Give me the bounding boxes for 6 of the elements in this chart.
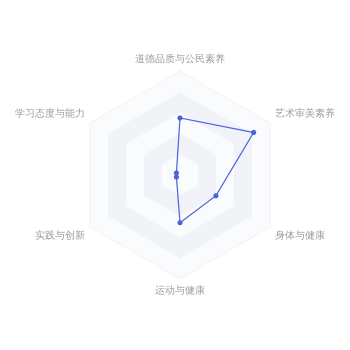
spoke-label: 身体与健康	[275, 229, 325, 242]
spoke-label: 实践与创新	[35, 229, 85, 242]
spoke-label: 学习态度与能力	[15, 108, 85, 120]
spoke-label: 运动与健康	[155, 284, 205, 296]
spoke-label: 艺术审美素养	[275, 108, 335, 120]
spoke-label: 道德品质与公民素养	[135, 52, 225, 65]
